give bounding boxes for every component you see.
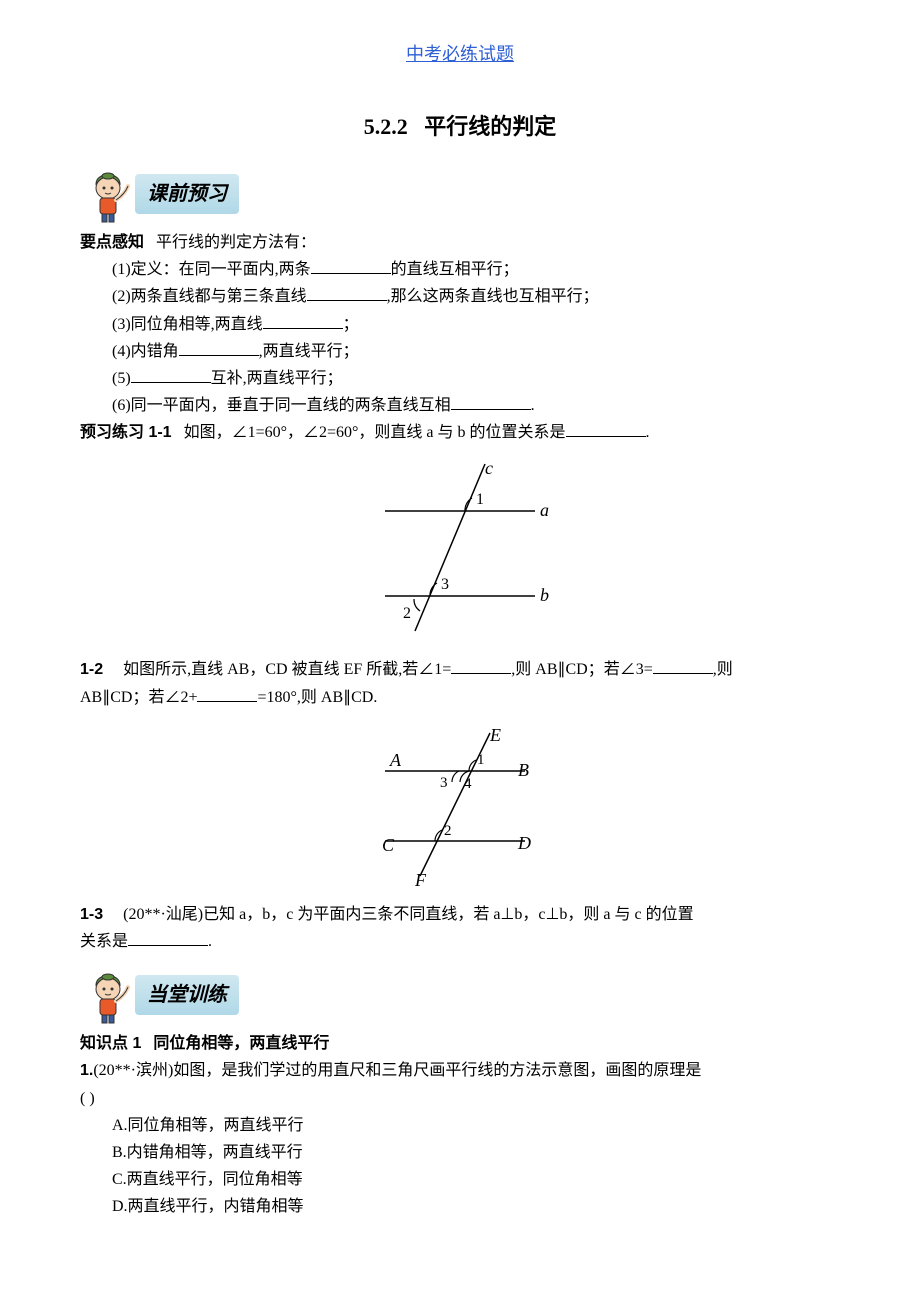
figure-2: A B C D E F 1 3 4 2 [80,721,840,891]
i6-pre: (6)同一平面内，垂直于同一直线的两条直线互相 [112,397,451,414]
i5-post: 互补,两直线平行； [211,370,343,387]
keypoint-label: 要点感知 [80,234,144,251]
section-title: 5.2.2 平行线的判定 [80,109,840,144]
label-A: A [389,750,402,770]
preview-banner: 课前预习 [135,174,239,214]
kp1-text: 同位角相等，两直线平行 [153,1035,329,1052]
training-banner: 当堂训练 [135,975,239,1015]
ex1-3-text: (20**·汕尾)已知 a，b，c 为平面内三条不同直线，若 a⊥b，c⊥b，则… [123,906,693,923]
item-4: (4)内错角 ,两直线平行； [80,338,840,365]
label-angle-4: 4 [464,776,472,792]
blank [197,686,257,702]
kp1-label: 知识点 1 [80,1035,141,1052]
i4-post: ,两直线平行； [259,343,359,360]
preview-heading: 课前预习 [80,164,840,224]
blank [307,285,387,301]
ex1-2-label: 1-2 [80,661,103,678]
i3-post: ； [343,316,359,333]
label-angle-2: 2 [403,605,411,622]
i4-pre: (4)内错角 [112,343,179,360]
page-header: 中考必练试题 [80,40,840,69]
label-angle-1: 1 [476,491,484,508]
ex1-1-label: 预习练习 1-1 [80,424,172,441]
label-C: C [382,835,395,855]
label-a: a [540,500,549,520]
option-b: B.内错角相等，两直线平行 [80,1139,840,1166]
item-1: (1)定义：在同一平面内,两条 的直线互相平行； [80,256,840,283]
question-1-paren: ( ) [80,1085,840,1112]
exercise-1-3: 1-3 (20**·汕尾)已知 a，b，c 为平面内三条不同直线，若 a⊥b，c… [80,901,840,928]
question-1: 1.(20**·滨州)如图，是我们学过的用直尺和三角尺画平行线的方法示意图，画图… [80,1057,840,1084]
blank [179,340,259,356]
label-B: B [518,760,529,780]
option-a: A.同位角相等，两直线平行 [80,1112,840,1139]
training-heading: 当堂训练 [80,965,840,1025]
ex1-2-mid2: ,则 [713,661,733,678]
ex1-2-l2pre: AB∥CD；若∠2+ [80,689,197,706]
exercise-1-2-line2: AB∥CD；若∠2+ =180°,则 AB∥CD. [80,684,840,711]
label-F: F [414,870,427,890]
blank [311,258,391,274]
i2-pre: (2)两条直线都与第三条直线 [112,288,307,305]
q1-text: (20**·滨州)如图，是我们学过的用直尺和三角尺画平行线的方法示意图，画图的原… [93,1062,701,1079]
section-text: 平行线的判定 [424,114,556,139]
exercise-1-3-line2: 关系是. [80,928,840,955]
exercise-1-1: 预习练习 1-1 如图，∠1=60°，∠2=60°，则直线 a 与 b 的位置关… [80,419,840,446]
i2-post: ,那么这两条直线也互相平行； [387,288,599,305]
ex1-2-mid1: ,则 AB∥CD；若∠3= [511,661,652,678]
ex1-1-end: . [646,424,650,441]
blank [128,930,208,946]
i1-pre: (1)定义：在同一平面内,两条 [112,261,311,278]
q1-label: 1. [80,1062,93,1079]
ex1-2-pre: 如图所示,直线 AB，CD 被直线 EF 所截,若∠1= [123,661,451,678]
blank [653,658,713,674]
ex1-1-text: 如图，∠1=60°，∠2=60°，则直线 a 与 b 的位置关系是 [184,424,566,441]
label-angle-3: 3 [441,576,449,593]
keypoint-intro: 平行线的判定方法有： [156,234,316,251]
option-c: C.两直线平行，同位角相等 [80,1166,840,1193]
blank [263,313,343,329]
i3-pre: (3)同位角相等,两直线 [112,316,263,333]
item-3: (3)同位角相等,两直线 ； [80,311,840,338]
label-E: E [489,725,501,745]
section-number: 5.2.2 [364,114,408,139]
blank [451,394,531,410]
item-5: (5) 互补,两直线平行； [80,365,840,392]
blank [131,367,211,383]
keypoint-line: 要点感知 平行线的判定方法有： [80,229,840,256]
label-c: c [485,458,493,478]
i6-post: . [531,397,535,414]
item-2: (2)两条直线都与第三条直线 ,那么这两条直线也互相平行； [80,283,840,310]
ex1-3-label: 1-3 [80,906,103,923]
knowledge-point-1: 知识点 1 同位角相等，两直线平行 [80,1030,840,1057]
i1-post: 的直线互相平行； [391,261,519,278]
ex1-2-l2post: =180°,则 AB∥CD. [257,689,377,706]
ex1-3-l2: 关系是 [80,933,128,950]
cartoon-icon [80,164,140,224]
item-6: (6)同一平面内，垂直于同一直线的两条直线互相. [80,392,840,419]
label-b: b [540,585,549,605]
option-d: D.两直线平行，内错角相等 [80,1193,840,1220]
blank [566,421,646,437]
figure-1: c a b 1 3 2 [80,456,840,646]
label-angle-2: 2 [444,823,452,839]
cartoon-icon [80,965,140,1025]
label-angle-1: 1 [477,752,485,768]
label-angle-3: 3 [440,775,448,791]
blank [451,658,511,674]
exercise-1-2: 1-2 如图所示,直线 AB，CD 被直线 EF 所截,若∠1= ,则 AB∥CD… [80,656,840,683]
i5-pre: (5) [112,370,131,387]
ex1-3-end: . [208,933,212,950]
label-D: D [517,833,531,853]
